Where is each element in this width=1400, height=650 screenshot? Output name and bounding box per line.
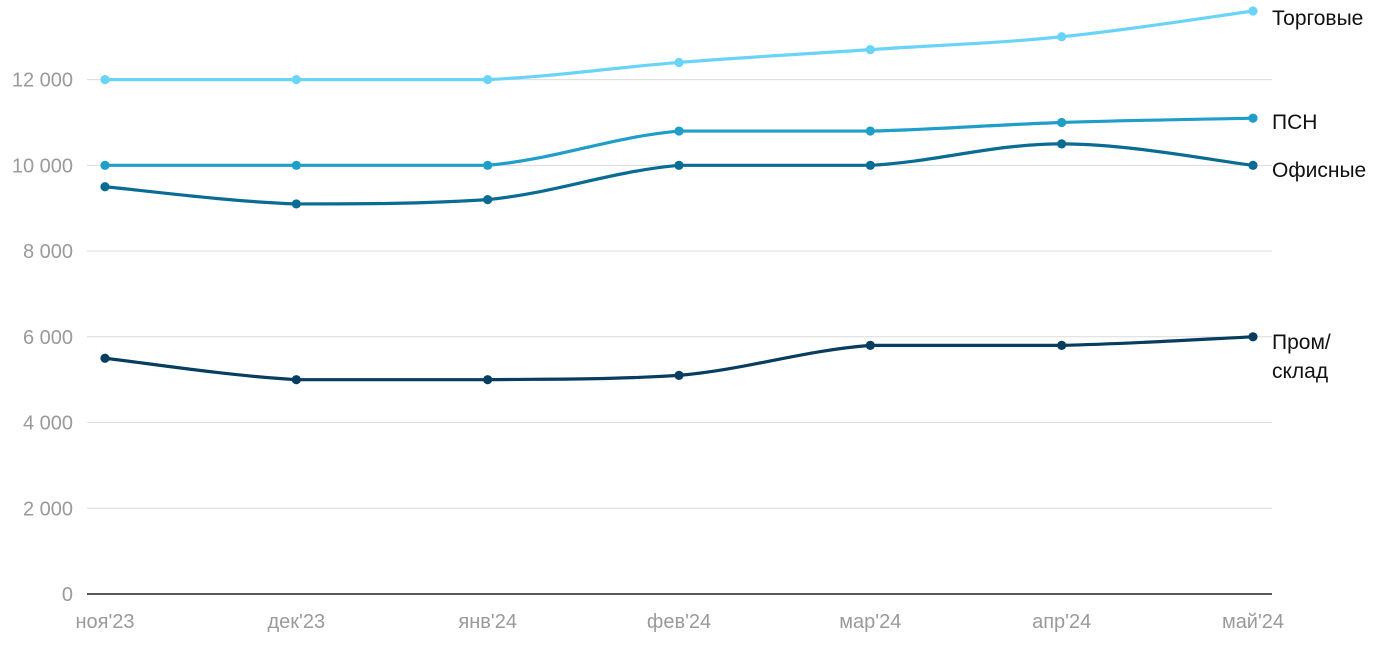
series-label: Пром/	[1272, 331, 1331, 354]
data-point	[483, 75, 493, 85]
series-label: ПСН	[1272, 111, 1317, 134]
y-tick-label: 8 000	[23, 241, 73, 263]
data-point	[483, 375, 493, 385]
data-point	[674, 126, 684, 136]
data-point	[1248, 6, 1258, 16]
series-line	[103, 116, 1255, 167]
y-tick-label: 4 000	[23, 413, 73, 435]
series-4	[100, 332, 1258, 385]
data-point	[865, 44, 875, 55]
data-point	[1057, 340, 1067, 350]
series-line	[103, 142, 1255, 206]
series-labels: Торговые ПСН Офисные Пром/склад	[1272, 7, 1366, 383]
data-point	[100, 182, 110, 192]
y-tick-label: 0	[62, 584, 73, 606]
y-tick-label: 10 000	[12, 155, 73, 177]
series-1	[100, 6, 1258, 85]
data-point	[1057, 32, 1067, 42]
data-point	[291, 375, 301, 385]
data-point	[674, 160, 684, 170]
data-point	[291, 75, 301, 85]
data-point	[100, 75, 110, 85]
x-axis-tick-labels: ноя'23 дек'23 янв'24 фев'24 мар'24 апр'24 май'…	[75, 611, 1284, 633]
x-tick-label: ноя'23	[75, 611, 134, 633]
series-label: Торговые	[1272, 7, 1363, 30]
x-tick-label: дек'23	[268, 611, 326, 633]
data-point	[865, 340, 875, 350]
series-3	[100, 139, 1258, 209]
x-tick-label: фев'24	[647, 611, 711, 633]
data-point	[865, 160, 875, 170]
data-point	[865, 126, 875, 136]
y-axis-tick-labels: 0 2 000 4 000 6 000 8 000 10 000 12 000	[12, 70, 73, 606]
y-tick-label: 2 000	[23, 498, 73, 520]
x-tick-label: апр'24	[1032, 611, 1091, 633]
data-point	[100, 353, 110, 363]
data-point	[674, 57, 684, 68]
series-label: Офисные	[1272, 159, 1366, 182]
series-line	[103, 9, 1255, 82]
data-point	[1248, 113, 1258, 123]
x-tick-label: май'24	[1222, 611, 1284, 633]
data-point	[1248, 160, 1258, 170]
series-2	[100, 113, 1258, 170]
series-label: склад	[1272, 360, 1328, 383]
data-point	[291, 160, 301, 170]
data-point	[674, 370, 684, 380]
data-point	[1057, 139, 1067, 149]
data-point	[1248, 332, 1258, 342]
x-tick-label: янв'24	[458, 611, 517, 633]
x-tick-label: мар'24	[839, 611, 901, 633]
data-point	[483, 160, 493, 170]
data-point	[100, 160, 110, 170]
series-lines	[100, 6, 1258, 385]
data-point	[1057, 117, 1067, 128]
data-point	[291, 199, 301, 209]
y-tick-label: 12 000	[12, 70, 73, 92]
y-tick-label: 6 000	[23, 327, 73, 349]
data-point	[483, 195, 493, 205]
